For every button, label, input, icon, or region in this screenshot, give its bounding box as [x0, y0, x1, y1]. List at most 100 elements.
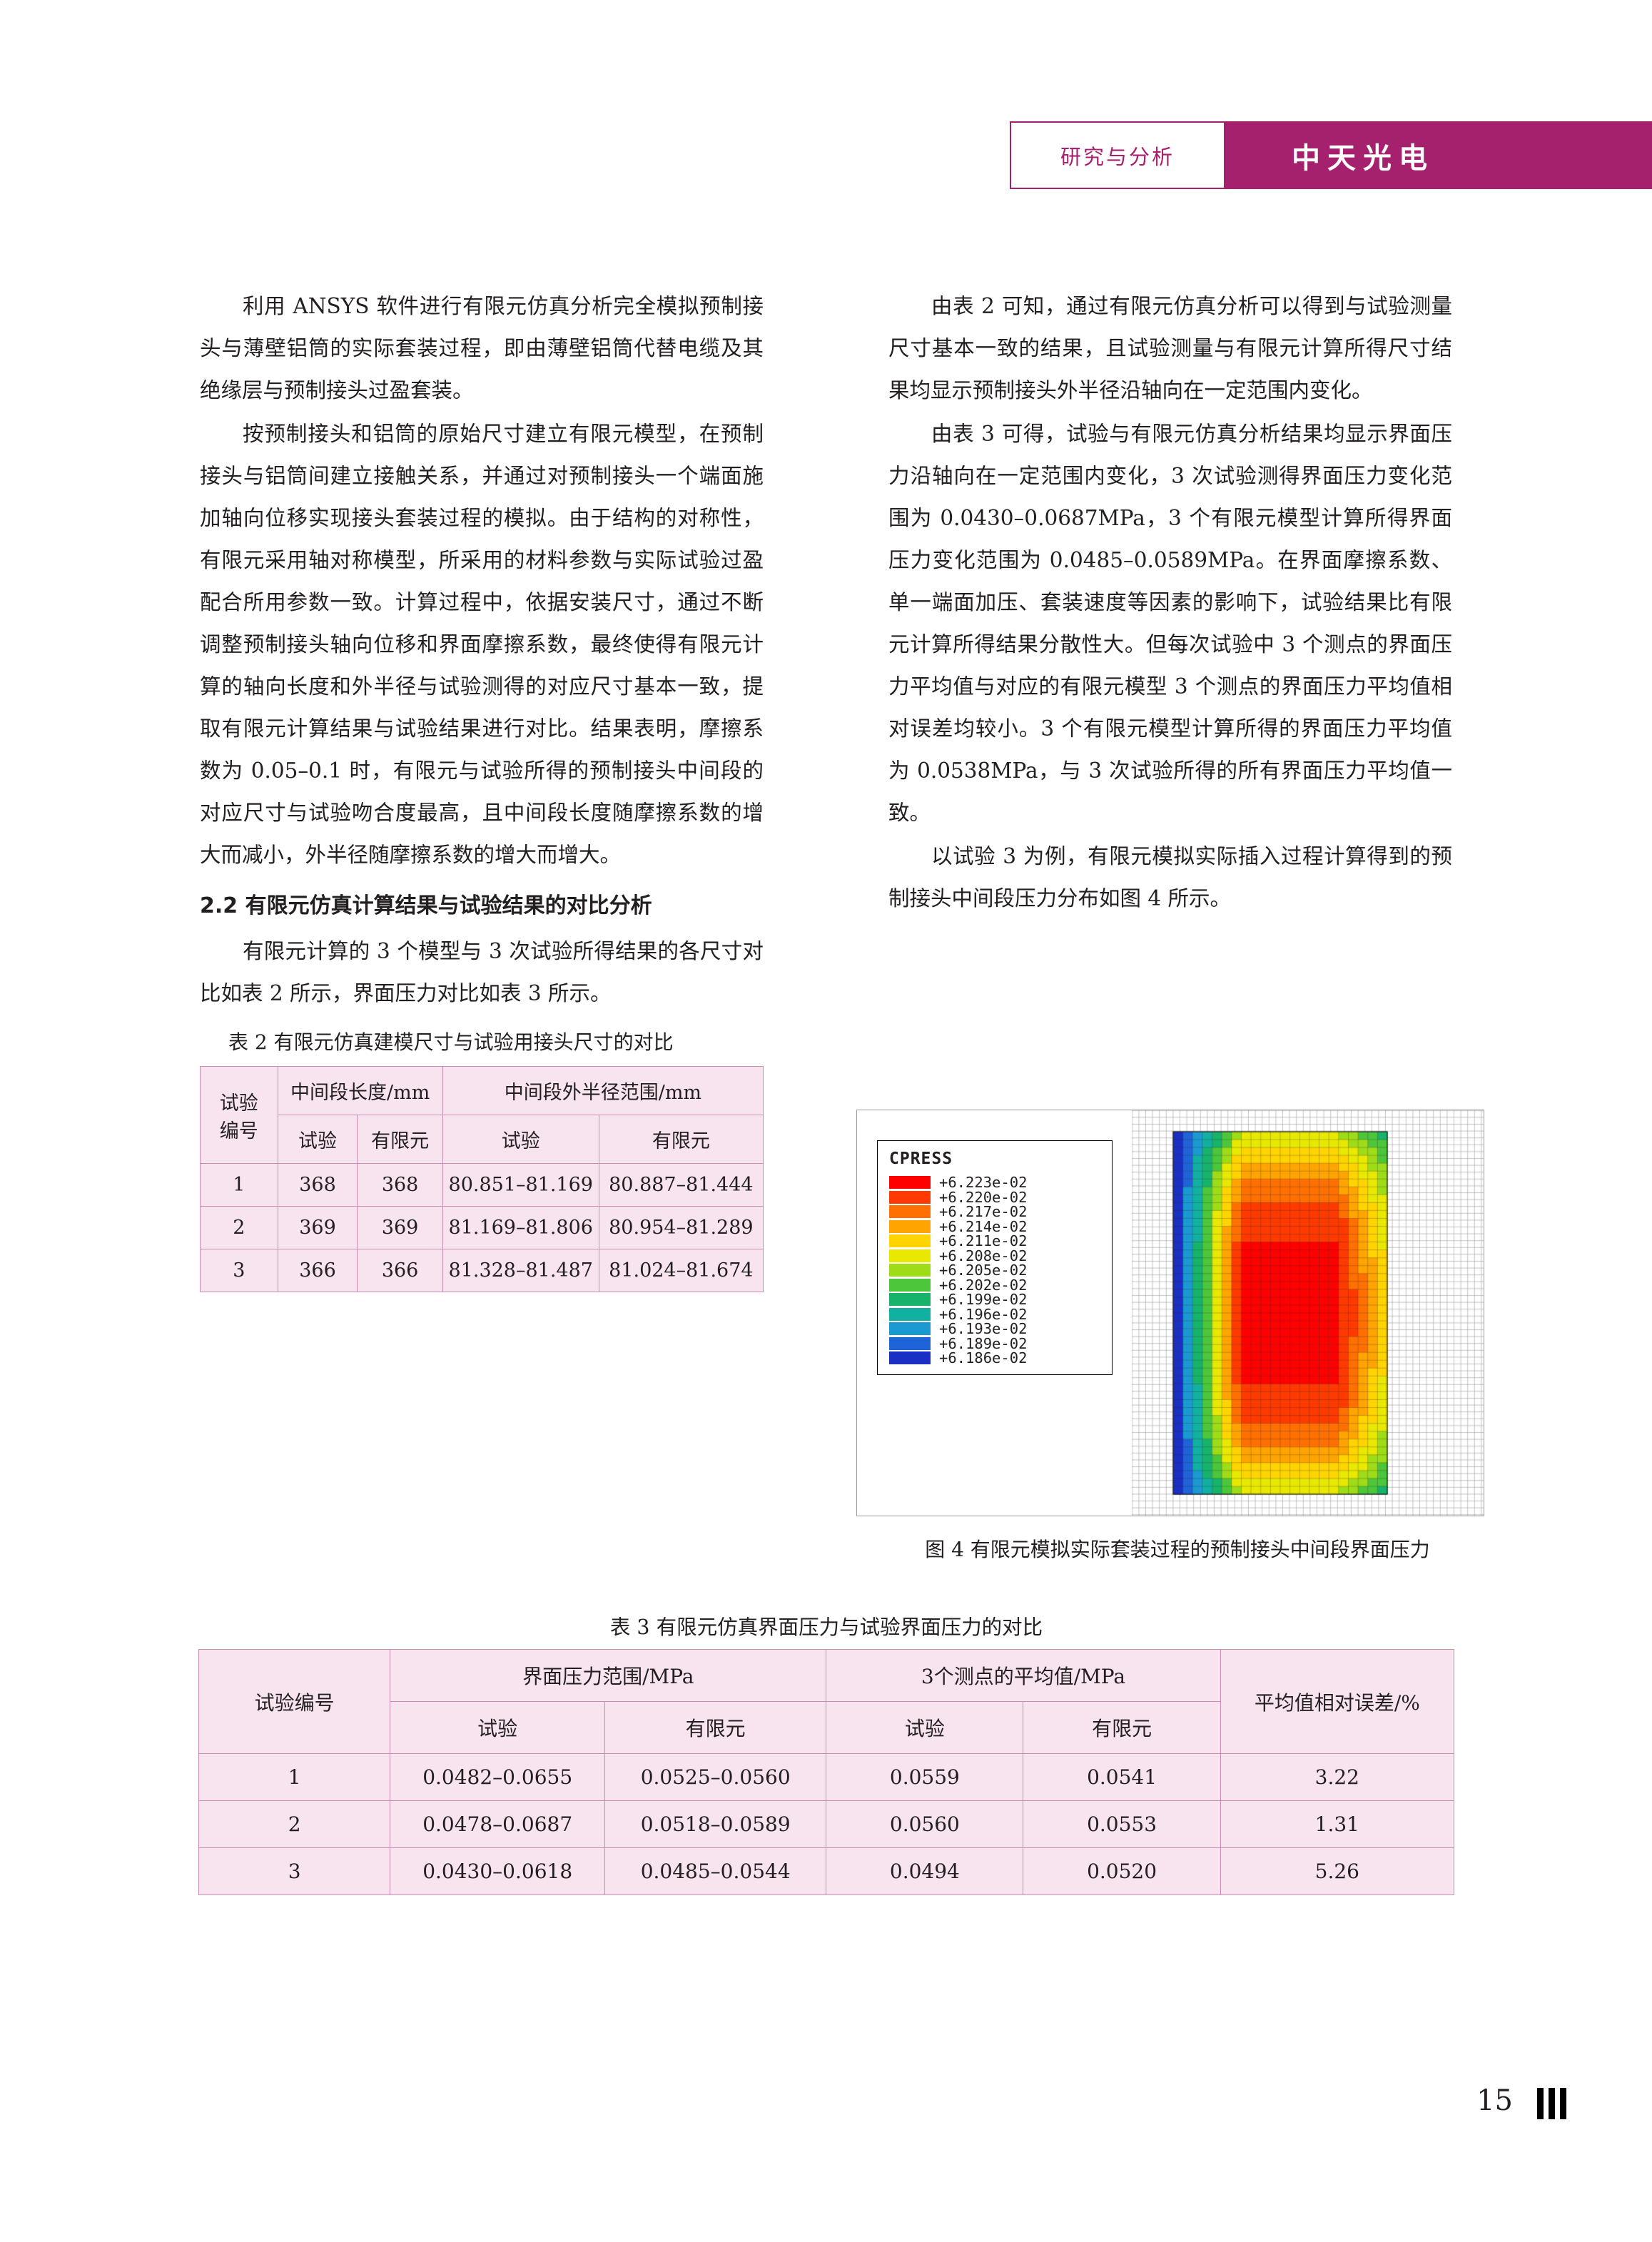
legend-row: +6.223e-02 — [885, 1174, 1106, 1192]
legend-label: +6.211e-02 — [939, 1232, 1028, 1250]
legend-color-swatch — [889, 1249, 931, 1262]
header-section-label-box: 研究与分析 — [1010, 121, 1224, 189]
legend-rows: +6.223e-02 +6.220e-02 +6.217e-02 +6.214e-02… — [885, 1174, 1106, 1367]
table2-subheader: 有限元 — [357, 1115, 443, 1164]
legend-label: +6.214e-02 — [939, 1217, 1028, 1235]
table3-subheader: 有限元 — [604, 1701, 827, 1754]
table-3: 试验编号 界面压力范围/MPa 3个测点的平均值/MPa 平均值相对误差/% 试… — [198, 1649, 1455, 1895]
table-3-block: 表 3 有限元仿真界面压力与试验界面压力的对比 试验编号 界面压力范围/MPa … — [198, 1611, 1455, 1895]
legend-label: +6.186e-02 — [939, 1349, 1028, 1367]
table2-subheader: 试验 — [277, 1115, 358, 1164]
legend-color-swatch — [889, 1293, 931, 1307]
paragraph: 利用 ANSYS 软件进行有限元仿真分析完全模拟预制接头与薄壁铝筒的实际套装过程… — [200, 294, 764, 402]
table-cell: 0.0478–0.0687 — [390, 1800, 606, 1848]
legend-color-swatch — [889, 1219, 931, 1233]
table-cell: 0.0559 — [826, 1753, 1024, 1801]
table-cell: 368 — [277, 1163, 358, 1207]
paragraph: 由表 2 可知，通过有限元仿真分析可以得到与试验测量尺寸基本一致的结果，且试验测… — [888, 294, 1452, 402]
legend-label: +6.208e-02 — [939, 1247, 1028, 1264]
table2-corner-bottom: 编号 — [219, 1120, 258, 1142]
table3-subheader: 试验 — [390, 1701, 606, 1754]
table-row: 1 368 368 80.851–81.169 80.887–81.444 — [200, 1163, 764, 1207]
table-cell: 1 — [198, 1753, 391, 1801]
table-row: 1 0.0482–0.0655 0.0525–0.0560 0.0559 0.0… — [198, 1753, 1455, 1801]
table2-corner-cell: 试验 编号 — [200, 1066, 278, 1164]
table-cell: 0.0541 — [1023, 1753, 1221, 1801]
legend-label: +6.205e-02 — [939, 1262, 1028, 1279]
legend-label: +6.202e-02 — [939, 1276, 1028, 1294]
table-cell: 0.0518–0.0589 — [604, 1800, 827, 1848]
legend-label: +6.193e-02 — [939, 1320, 1028, 1338]
legend-row: +6.205e-02 — [885, 1262, 1106, 1279]
table-cell: 366 — [277, 1249, 358, 1292]
legend-row: +6.202e-02 — [885, 1276, 1106, 1294]
table-cell: 0.0520 — [1023, 1847, 1221, 1895]
legend-row: +6.196e-02 — [885, 1305, 1106, 1323]
table3-subheader: 有限元 — [1023, 1701, 1221, 1754]
right-column: 由表 2 可知，通过有限元仿真分析可以得到与试验测量尺寸基本一致的结果，且试验测… — [888, 285, 1452, 921]
table-cell: 3.22 — [1220, 1753, 1455, 1801]
table-cell: 80.954–81.289 — [598, 1206, 764, 1249]
table-row: 2 0.0478–0.0687 0.0518–0.0589 0.0560 0.0… — [198, 1800, 1455, 1848]
legend-color-swatch — [889, 1322, 931, 1336]
table-row: 试验 有限元 试验 有限元 — [199, 1701, 1454, 1754]
table-row: 2 369 369 81.169–81.806 80.954–81.289 — [200, 1206, 764, 1249]
figure-4-caption: 图 4 有限元模拟实际套装过程的预制接头中间段界面压力 — [925, 1538, 1430, 1561]
table-cell: 366 — [357, 1249, 443, 1292]
legend-row: +6.189e-02 — [885, 1334, 1106, 1352]
table-cell: 1 — [200, 1163, 278, 1207]
table2-title: 表 2 有限元仿真建模尺寸与试验用接头尺寸的对比 — [228, 1030, 674, 1054]
table-cell: 81.328–81.487 — [442, 1249, 599, 1292]
table-row: 试验编号 界面压力范围/MPa 3个测点的平均值/MPa 平均值相对误差/% — [198, 1649, 1455, 1754]
legend-row: +6.211e-02 — [885, 1232, 1106, 1250]
table-cell: 2 — [198, 1800, 391, 1848]
table-cell: 369 — [357, 1206, 443, 1249]
legend-color-swatch — [889, 1234, 931, 1248]
legend-color-swatch — [889, 1176, 931, 1190]
legend-color-swatch — [889, 1205, 931, 1219]
table2-corner-top: 试验 — [219, 1092, 258, 1115]
fe-mesh-plot — [1132, 1110, 1484, 1516]
table3-group1-header: 界面压力范围/MPa — [390, 1649, 827, 1702]
legend-label: +6.199e-02 — [939, 1291, 1028, 1309]
legend-color-swatch — [889, 1307, 931, 1321]
table2-subheader: 试验 — [442, 1115, 599, 1164]
table-cell: 80.851–81.169 — [442, 1163, 599, 1207]
legend-row: +6.193e-02 — [885, 1320, 1106, 1338]
legend-label: +6.223e-02 — [939, 1174, 1028, 1192]
section-heading: 2.2 有限元仿真计算结果与试验结果的对比分析 — [200, 893, 652, 918]
legend-row: +6.186e-02 — [885, 1349, 1106, 1367]
table3-first-header: 试验编号 — [198, 1649, 391, 1754]
table-cell: 3 — [198, 1847, 391, 1895]
table-cell: 0.0494 — [826, 1847, 1024, 1895]
page-number: 15 — [1476, 2084, 1513, 2117]
table-cell: 0.0430–0.0618 — [390, 1847, 606, 1895]
table-row: 试验 编号 中间段长度/mm 中间段外半径范围/mm — [200, 1066, 764, 1164]
legend-label: +6.220e-02 — [939, 1188, 1028, 1206]
legend-row: +6.199e-02 — [885, 1291, 1106, 1309]
table3-last-header: 平均值相对误差/% — [1220, 1649, 1455, 1754]
legend-color-swatch — [889, 1278, 931, 1292]
legend-color-swatch — [889, 1351, 931, 1365]
table2-group1-header: 中间段长度/mm — [277, 1066, 443, 1115]
table3-subheader: 试验 — [826, 1701, 1024, 1754]
header-section-label: 研究与分析 — [1060, 144, 1175, 169]
legend-row: +6.214e-02 — [885, 1217, 1106, 1235]
legend-color-swatch — [889, 1264, 931, 1277]
table-cell: 368 — [357, 1163, 443, 1207]
legend-row: +6.220e-02 — [885, 1188, 1106, 1206]
table-cell: 0.0553 — [1023, 1800, 1221, 1848]
header-brand: 中天光电 — [1292, 141, 1434, 175]
mesh-canvas — [1132, 1110, 1484, 1516]
legend-label: +6.189e-02 — [939, 1334, 1028, 1352]
legend-color-swatch — [889, 1336, 931, 1350]
table-row: 试验 有限元 试验 有限元 — [201, 1115, 764, 1164]
table2-subheader: 有限元 — [598, 1115, 764, 1164]
table-cell: 3 — [200, 1249, 278, 1292]
cpress-legend: CPRESS +6.223e-02 +6.220e-02 +6.217e-02 +6.… — [877, 1140, 1113, 1375]
paragraph: 由表 3 可得，试验与有限元仿真分析结果均显示界面压力沿轴向在一定范围内变化，3… — [888, 422, 1452, 825]
legend-row: +6.217e-02 — [885, 1203, 1106, 1220]
paragraph: 有限元计算的 3 个模型与 3 次试验所得结果的各尺寸对比如表 2 所示，界面压… — [200, 939, 764, 1005]
legend-label: +6.196e-02 — [939, 1305, 1028, 1323]
